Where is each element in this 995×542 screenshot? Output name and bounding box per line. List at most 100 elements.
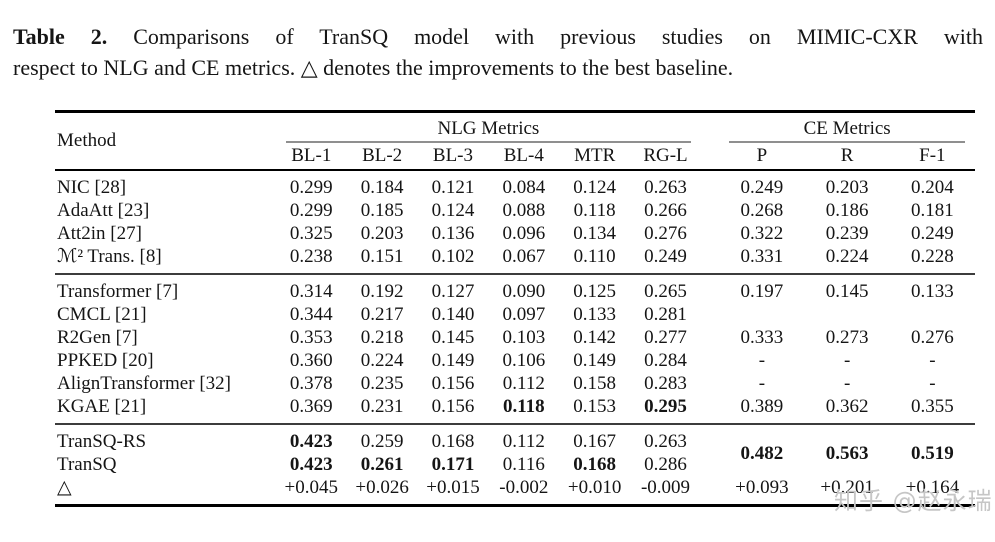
table-row: NIC [28] 0.299 0.184 0.121 0.084 0.124 0.263 0.… [55, 170, 975, 199]
value-cell: 0.423 [289, 454, 333, 475]
value-cell: 0.156 [431, 373, 475, 394]
method-cell: KGAE [21] [57, 396, 147, 417]
table-block: NIC [28] 0.299 0.184 0.121 0.084 0.124 0.263 0.… [55, 170, 975, 274]
column-header-row: BL-1 BL-2 BL-3 BL-4 MTR RG-L P R F-1 [55, 143, 975, 170]
value-cell: +0.015 [426, 477, 480, 498]
value-cell: 0.140 [431, 304, 475, 325]
column-gap-cell [701, 349, 719, 372]
value-cell: 0.277 [644, 327, 687, 348]
value-cell: +0.026 [355, 477, 409, 498]
value-cell: 0.276 [910, 327, 954, 348]
value-cell: 0.084 [502, 177, 546, 198]
value-cell: 0.360 [289, 350, 333, 371]
value-cell: 0.124 [573, 177, 617, 198]
value-cell: 0.156 [431, 396, 475, 417]
value-cell: 0.355 [910, 396, 954, 417]
table-row: PPKED [20] 0.360 0.224 0.149 0.106 0.149 0.284… [55, 349, 975, 372]
value-cell: 0.378 [289, 373, 333, 394]
method-cell: AdaAtt [23] [57, 200, 150, 221]
col-header-mtr: MTR [574, 145, 616, 166]
caption-text-1: Comparisons of TranSQ model with previou… [133, 24, 984, 49]
value-cell: 0.263 [644, 431, 687, 452]
col-header-bl2: BL-2 [362, 145, 403, 166]
value-cell: 0.110 [573, 246, 616, 267]
value-cell: 0.217 [360, 304, 404, 325]
value-cell: 0.112 [502, 431, 545, 452]
value-cell [890, 303, 975, 326]
value-cell: - [758, 373, 766, 394]
watermark: 知乎 @赵永瑞 [834, 487, 993, 515]
value-cell: 0.283 [644, 373, 687, 394]
column-gap-cell [701, 199, 719, 222]
column-gap-cell [701, 395, 719, 424]
value-cell: 0.088 [502, 200, 546, 221]
caption-label: Table 2. [13, 24, 108, 49]
value-cell: 0.266 [644, 200, 687, 221]
table-caption: Table 2. Comparisons of TranSQ model wit… [13, 22, 983, 83]
column-gap-header [701, 112, 719, 144]
value-cell: 0.231 [360, 396, 404, 417]
value-cell: 0.286 [644, 454, 687, 475]
method-cell: CMCL [21] [57, 304, 147, 325]
table-row: AdaAtt [23] 0.299 0.185 0.124 0.088 0.118 0.26… [55, 199, 975, 222]
value-cell: 0.102 [431, 246, 475, 267]
nlg-group-header: NLG Metrics [276, 112, 701, 143]
col-header-bl1: BL-1 [291, 145, 332, 166]
value-cell [719, 303, 804, 326]
value-cell: 0.203 [825, 177, 869, 198]
value-cell: +0.093 [735, 477, 789, 498]
table-block: Transformer [7] 0.314 0.192 0.127 0.090 0.125… [55, 274, 975, 424]
value-cell: 0.281 [644, 304, 687, 325]
value-cell: 0.192 [360, 281, 404, 302]
value-cell: 0.151 [360, 246, 404, 267]
value-cell: 0.197 [740, 281, 784, 302]
value-cell: 0.136 [431, 223, 475, 244]
value-cell: 0.344 [289, 304, 333, 325]
value-cell: 0.121 [431, 177, 475, 198]
ce-group-header: CE Metrics [719, 112, 975, 143]
value-cell: 0.171 [431, 454, 475, 475]
value-cell: 0.299 [289, 200, 333, 221]
value-cell: 0.127 [431, 281, 475, 302]
results-table-wrap: Method NLG Metrics CE Metrics BL-1 BL-2 … [55, 110, 975, 507]
value-cell: 0.125 [573, 281, 617, 302]
value-cell: 0.325 [289, 223, 333, 244]
value-cell: 0.263 [644, 177, 687, 198]
value-cell: 0.369 [289, 396, 333, 417]
value-cell: 0.149 [431, 350, 475, 371]
value-cell: 0.134 [573, 223, 617, 244]
table-block: TranSQ-RS 0.423 0.259 0.168 0.112 0.167 0.263 0… [55, 424, 975, 506]
value-cell: +0.010 [567, 477, 622, 498]
column-gap-cell [701, 453, 719, 476]
value-cell: 0.268 [740, 200, 784, 221]
table-row: △ +0.045 +0.026 +0.015 -0.002 +0.010 -0.009 +0.… [55, 476, 975, 506]
group-header-row: Method NLG Metrics CE Metrics [55, 112, 975, 151]
value-cell: 0.133 [910, 281, 954, 302]
value-cell: - [843, 350, 851, 371]
value-cell: 0.203 [360, 223, 404, 244]
column-gap-cell [701, 222, 719, 245]
value-cell: 0.158 [573, 373, 617, 394]
value-cell: 0.224 [825, 246, 869, 267]
value-cell: 0.259 [360, 431, 404, 452]
value-cell: 0.224 [360, 350, 404, 371]
value-cell: 0.133 [573, 304, 617, 325]
table-head: Method NLG Metrics CE Metrics BL-1 BL-2 … [55, 112, 975, 170]
value-cell: 0.185 [360, 200, 404, 221]
value-cell: -0.002 [499, 477, 549, 498]
value-cell: 0.218 [360, 327, 404, 348]
value-cell: 0.295 [644, 396, 687, 417]
value-cell: +0.164 [905, 477, 960, 498]
value-cell: 0.106 [502, 350, 546, 371]
value-cell: 0.249 [740, 177, 784, 198]
method-cell: TranSQ [57, 454, 117, 475]
table-row: CMCL [21] 0.344 0.217 0.140 0.097 0.133 0.281 [55, 303, 975, 326]
value-cell: -0.009 [640, 477, 691, 498]
method-cell: Att2in [27] [57, 223, 142, 244]
value-cell: 0.118 [573, 200, 616, 221]
method-cell: R2Gen [7] [57, 327, 138, 348]
ce-group-label: CE Metrics [729, 118, 965, 143]
table-row: TranSQ-RS 0.423 0.259 0.168 0.112 0.167 0.263 0… [55, 424, 975, 464]
column-gap-cell [701, 424, 719, 453]
